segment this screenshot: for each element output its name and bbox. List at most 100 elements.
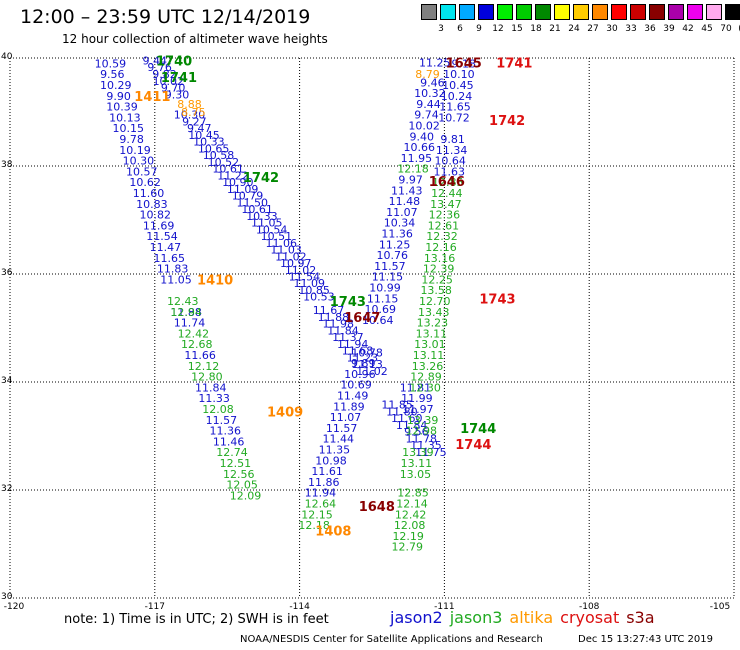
footnote: note: 1) Time is in UTC; 2) SWH is in fe…	[64, 612, 329, 627]
wave-height-point: 11.49	[337, 390, 369, 403]
wave-height-point: 11.89	[333, 400, 365, 413]
wave-height-point: 13.39	[407, 414, 439, 427]
wave-height-point: 10.10	[443, 68, 475, 81]
wave-height-point: 11.74	[174, 317, 206, 330]
color-scale-swatch	[725, 4, 740, 20]
color-scale-label: 12	[492, 24, 504, 34]
chart-title: 12:00 – 23:59 UTC 12/14/2019	[20, 6, 311, 28]
wave-height-point: 11.46	[213, 435, 245, 448]
wave-height-point: 10.65	[198, 143, 230, 156]
pass-time-label: 1744	[460, 422, 496, 437]
wave-height-point: 11.95	[401, 152, 433, 165]
wave-height-point: 11.07	[386, 206, 418, 219]
wave-height-point: 9.46	[420, 76, 445, 89]
wave-height-point: 8.75	[181, 106, 206, 119]
pass-time-label: 1741	[161, 71, 197, 86]
wave-height-point: 12.80	[191, 371, 223, 384]
wave-height-point: 10.39	[106, 101, 138, 114]
wave-height-point: 11.36	[210, 425, 242, 438]
wave-height-point: 12.08	[394, 519, 426, 532]
wave-height-point: 11.67	[313, 304, 345, 317]
wave-height-point: 9.89	[351, 357, 376, 370]
color-scale-label: 15	[511, 24, 523, 34]
pass-time-label: 1743	[479, 292, 515, 307]
wave-height-point: 11.36	[381, 228, 413, 241]
wave-height-point: 11.61	[311, 465, 343, 478]
wave-height-point: 10.58	[203, 149, 235, 162]
wave-height-point: 11.65	[439, 101, 471, 114]
wave-height-point: 11.05	[251, 217, 283, 230]
wave-height-point: 12.08	[202, 403, 234, 416]
y-tick-label: 30	[1, 592, 13, 602]
wave-height-point: 10.33	[246, 210, 278, 223]
wave-height-point: 10.45	[442, 79, 474, 92]
wave-height-point: 13.11	[413, 349, 445, 362]
wave-height-point: 9.27	[182, 116, 207, 129]
color-scale-label: 3	[438, 24, 444, 34]
wave-height-point: 11.57	[374, 260, 406, 273]
color-scale-swatch	[535, 4, 551, 20]
wave-height-point: 10.32	[414, 87, 446, 100]
wave-height-point: 11.84	[327, 325, 359, 338]
wave-height-point: 11.94	[305, 487, 337, 500]
legend-entry-cryosat: cryosat	[560, 608, 620, 627]
wave-height-point: 10.96	[344, 368, 376, 381]
wave-height-point: 10.97	[280, 257, 312, 270]
wave-height-point: 11.25	[419, 56, 451, 69]
wave-height-point: 13.16	[424, 252, 456, 265]
color-scale-swatch	[611, 4, 627, 20]
wave-height-point: 11.84	[396, 419, 428, 432]
wave-height-point: 11.88	[318, 311, 350, 324]
wave-height-point: 11.02	[275, 251, 307, 264]
color-scale-swatch	[478, 4, 494, 20]
wave-height-point: 11.57	[326, 422, 358, 435]
pass-time-label: 1648	[359, 500, 395, 515]
legend-entry-altika: altika	[509, 608, 554, 627]
pass-time-label: 1645	[446, 56, 482, 71]
wave-height-point: 13.01	[414, 338, 446, 351]
wave-height-point: 8.88	[177, 98, 202, 111]
satellite-legend: jason2 jason3 altika cryosat s3a	[390, 608, 662, 627]
chart-subtitle: 12 hour collection of altimeter wave hei…	[62, 32, 328, 46]
wave-height-point: 12.25	[421, 273, 453, 286]
wave-height-point: 13.23	[417, 317, 449, 330]
wave-height-point: 11.35	[319, 444, 351, 457]
pass-time-label: 1742	[243, 171, 279, 186]
color-scale-swatch	[668, 4, 684, 20]
wave-height-point: 11.34	[436, 144, 468, 157]
wave-height-point: 12.42	[395, 508, 427, 521]
wave-height-point: 10.13	[109, 111, 141, 124]
color-scale-swatch	[554, 4, 570, 20]
wave-height-point: 12.98	[405, 425, 437, 438]
wave-height-point: 10.72	[438, 111, 470, 124]
x-tick-label: -105	[709, 602, 731, 612]
wave-height-point: 10.30	[174, 109, 206, 122]
color-scale-label: 9	[476, 24, 482, 34]
wave-height-point: 11.99	[401, 392, 433, 405]
wave-height-point: 10.53	[303, 291, 335, 304]
color-scale-swatch	[573, 4, 589, 20]
color-scale-swatch	[421, 4, 437, 20]
wave-height-point: 11.75	[415, 446, 447, 459]
wave-height-point: 12.85	[432, 176, 464, 189]
wave-height-point: 12.70	[419, 295, 451, 308]
wave-height-point: 11.60	[391, 412, 423, 425]
x-tick-label: -111	[434, 602, 455, 612]
wave-height-point: 10.57	[126, 165, 158, 178]
wave-height-point: 10.90	[222, 176, 254, 189]
wave-height-point: 10.76	[377, 249, 409, 262]
wave-height-point: 11.63	[433, 165, 465, 178]
wave-height-point: 9.81	[440, 133, 465, 146]
wave-height-point: 9.78	[119, 133, 144, 146]
wave-height-point: 12.14	[396, 498, 428, 511]
color-scale-label: 27	[587, 24, 599, 34]
wave-height-point: 11.86	[308, 476, 340, 489]
wave-height-point: 11.65	[154, 252, 186, 265]
wave-height-point: 12.64	[305, 498, 337, 511]
wave-height-point: 13.47	[430, 198, 462, 211]
x-tick-label: -114	[289, 602, 310, 612]
wave-height-point: 12.18	[397, 163, 429, 176]
wave-height-point: 12.56	[223, 468, 255, 481]
wave-height-point: 13.26	[412, 360, 444, 373]
